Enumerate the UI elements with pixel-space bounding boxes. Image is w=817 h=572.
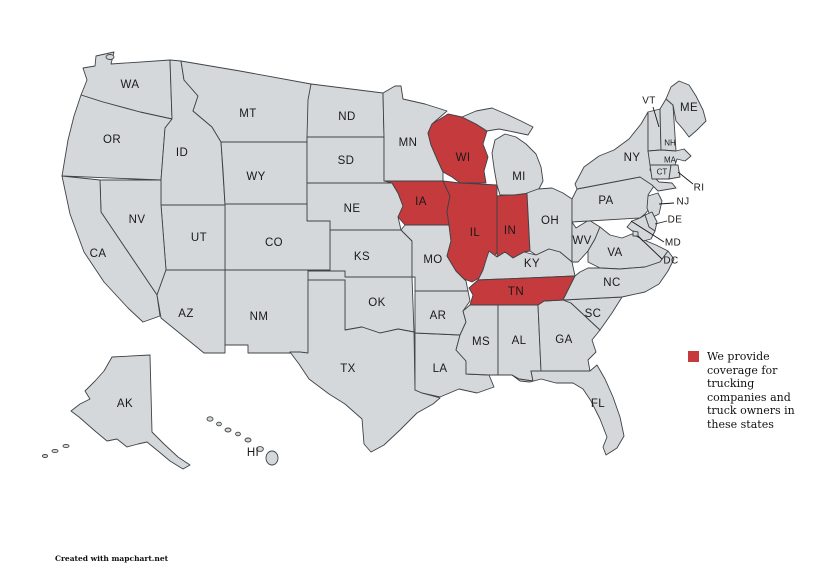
state-label-KS: KS: [354, 251, 370, 263]
state-label-KY: KY: [524, 258, 540, 270]
state-CA[interactable]: [61, 175, 161, 323]
state-label-OR: OR: [103, 134, 121, 146]
state-NC[interactable]: [562, 250, 675, 301]
state-label-WY: WY: [246, 171, 265, 183]
state-label-ME: ME: [680, 102, 698, 114]
legend-color-square: [688, 351, 699, 362]
state-label-CO: CO: [265, 237, 283, 249]
state-label-OH: OH: [541, 215, 559, 227]
state-VA[interactable]: [587, 226, 669, 270]
aleutian-island: [41, 454, 49, 458]
leader-line-NJ: [658, 202, 675, 205]
state-label-CA: CA: [90, 248, 107, 260]
state-label-WV: WV: [572, 235, 591, 247]
state-label-OK: OK: [368, 297, 385, 309]
state-MI-upper[interactable]: [461, 107, 534, 136]
state-label-TN: TN: [508, 286, 524, 298]
state-label-VT: VT: [642, 96, 656, 107]
state-label-SC: SC: [585, 308, 602, 320]
hawaii-island[interactable]: [206, 416, 214, 422]
state-label-UT: UT: [191, 232, 207, 244]
leader-line-DC: [637, 235, 663, 260]
state-label-NM: NM: [250, 311, 269, 323]
legend-text: We provide coverage for trucking compani…: [707, 350, 795, 431]
leader-line-VT: [652, 106, 660, 128]
state-label-MT: MT: [239, 108, 256, 120]
state-TX[interactable]: [289, 279, 441, 453]
state-MI[interactable]: [491, 133, 544, 196]
state-label-MS: MS: [472, 336, 490, 348]
state-ME[interactable]: [665, 80, 707, 138]
state-label-GA: GA: [555, 334, 572, 346]
leader-lines: [630, 106, 694, 260]
state-label-ND: ND: [338, 111, 355, 123]
state-label-MA: MA: [664, 156, 677, 165]
state-label-AR: AR: [430, 310, 447, 322]
state-label-LA: LA: [433, 363, 448, 375]
state-labels: WA OR CA NV ID MT WY UT CO AZ NM ND SD N…: [90, 79, 705, 459]
state-DC[interactable]: [632, 230, 639, 237]
state-KY[interactable]: [477, 248, 576, 281]
puget-islands: [105, 54, 115, 60]
state-label-SD: SD: [338, 155, 355, 167]
state-label-DC: DC: [663, 256, 678, 267]
state-label-AK: AK: [117, 398, 133, 410]
hawaii-island[interactable]: [256, 446, 264, 452]
aleutian-island: [62, 443, 70, 449]
hawaii-island[interactable]: [216, 421, 222, 427]
leader-line-MD: [630, 220, 665, 243]
aleutian-island: [51, 448, 59, 454]
state-label-IL: IL: [470, 227, 481, 239]
state-label-MO: MO: [423, 254, 442, 266]
attribution-text: Created with mapchart.net: [55, 554, 169, 563]
state-KS[interactable]: [329, 229, 413, 278]
state-label-RI: RI: [694, 183, 705, 194]
state-RI[interactable]: [668, 164, 681, 180]
state-label-FL: FL: [591, 398, 605, 410]
state-label-AL: AL: [512, 335, 527, 347]
state-label-VA: VA: [607, 247, 622, 259]
state-shapes: [41, 51, 707, 470]
state-MT[interactable]: [180, 60, 312, 143]
state-label-MD: MD: [665, 238, 681, 249]
hawaii-island[interactable]: [244, 437, 252, 443]
leader-line-RI: [677, 171, 694, 185]
state-label-NJ: NJ: [676, 197, 689, 208]
state-NJ[interactable]: [646, 192, 663, 219]
state-MD[interactable]: [626, 214, 656, 242]
hawaii-island[interactable]: [224, 427, 232, 433]
legend: We provide coverage for trucking compani…: [688, 350, 803, 431]
legend-swatch: [688, 351, 699, 362]
state-label-NH: NH: [664, 139, 676, 148]
state-NH[interactable]: [659, 98, 677, 152]
state-label-MN: MN: [399, 137, 418, 149]
state-label-ID: ID: [176, 147, 188, 159]
state-label-DE: DE: [668, 215, 683, 226]
state-label-NE: NE: [344, 203, 361, 215]
state-label-HI: HI: [247, 447, 259, 459]
state-label-IA: IA: [415, 196, 427, 208]
state-label-PA: PA: [598, 195, 613, 207]
state-label-MI: MI: [512, 171, 526, 183]
state-label-NY: NY: [624, 152, 641, 164]
state-label-NV: NV: [129, 214, 146, 226]
state-label-AZ: AZ: [178, 308, 194, 320]
state-AZ[interactable]: [156, 269, 226, 354]
state-label-TX: TX: [340, 363, 356, 375]
hawaii-island[interactable]: [265, 450, 279, 466]
state-label-NC: NC: [603, 277, 620, 289]
state-VT[interactable]: [647, 108, 662, 152]
state-NY[interactable]: [574, 111, 677, 192]
state-AK[interactable]: [70, 354, 191, 470]
state-FL[interactable]: [511, 364, 625, 456]
state-label-WA: WA: [121, 79, 140, 91]
leader-line-DE: [654, 220, 668, 225]
state-label-WI: WI: [456, 152, 471, 164]
state-label-IN: IN: [504, 225, 516, 237]
state-label-CT: CT: [657, 168, 668, 177]
hawaii-island[interactable]: [235, 431, 241, 437]
